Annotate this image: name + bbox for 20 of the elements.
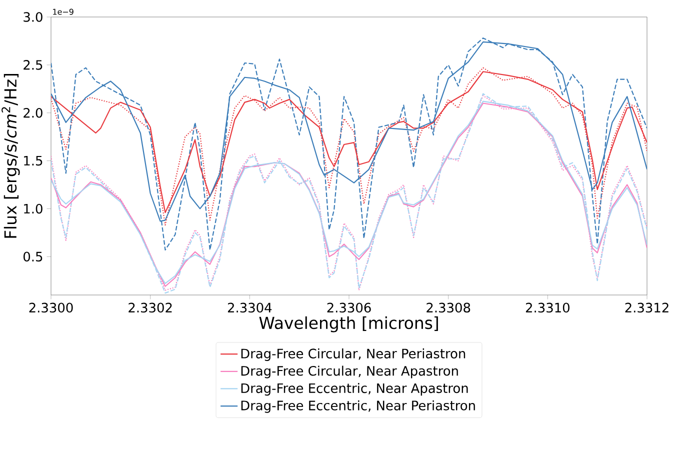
x-tick-label: 2.3304 [228,302,272,313]
legend-label: Drag-Free Circular, Near Periastron [241,348,466,361]
y-tick-label: 2.5 [24,60,42,70]
y-tick-label: 1.0 [24,204,42,214]
line-series [51,38,648,250]
legend-label: Drag-Free Eccentric, Near Periastron [241,400,475,413]
y-tick-label: 3.0 [24,12,42,22]
x-tick-label: 2.3312 [625,302,668,313]
x-tick-label: 2.3310 [526,302,570,313]
y-axis-title: Flux [ergs/s/cm$^{2}$/Hz] [2,74,20,238]
legend-label: Drag-Free Circular, Near Apastron [241,366,458,378]
x-tick-label: 2.3302 [128,302,172,313]
x-tick-label: 2.3308 [426,302,470,313]
y-tick-label: 2.0 [24,108,42,118]
y-tick-label: 0.5 [24,252,42,262]
legend-label: Drag-Free Eccentric, Near Apastron [241,383,468,396]
x-axis-title: Wavelength [microns] [259,316,438,332]
y-tick-label: 1.5 [24,156,42,166]
x-tick-label: 2.3300 [29,302,73,313]
x-tick-label: 2.3306 [327,302,371,313]
